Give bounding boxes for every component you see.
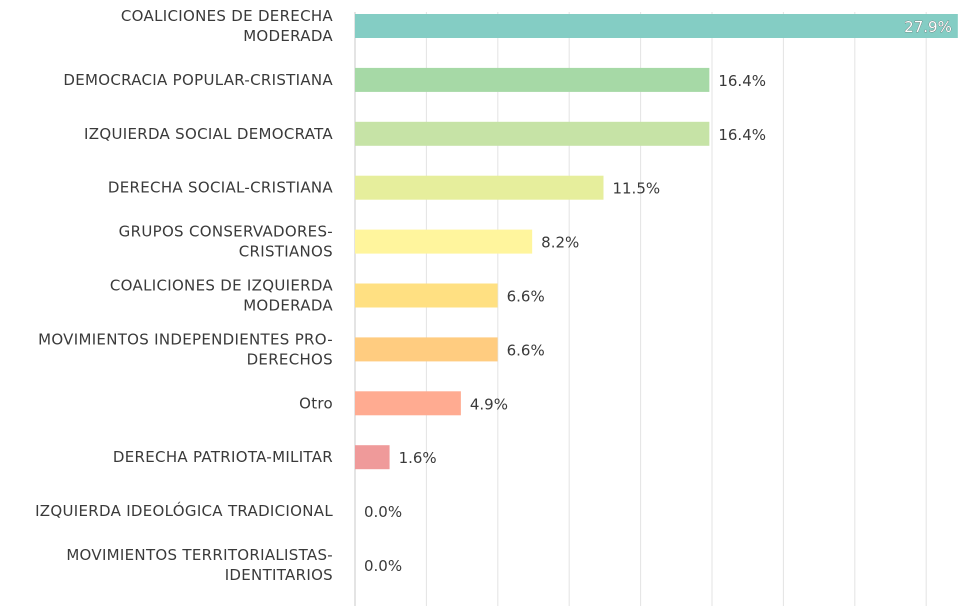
- bar: [355, 391, 461, 416]
- value-label: 6.6%: [507, 341, 545, 359]
- bar: [355, 14, 958, 38]
- category-label: MOVIMIENTOS INDEPENDIENTES PRO-DERECHOS: [38, 330, 333, 368]
- bar: [355, 175, 604, 200]
- value-label: 27.9%: [904, 18, 952, 36]
- value-label: 0.0%: [364, 503, 402, 521]
- bar: [355, 283, 498, 308]
- category-label: COALICIONES DE DERECHA MODERADA: [121, 7, 334, 45]
- category-label: IZQUIERDA IDEOLÓGICA TRADICIONAL: [35, 501, 333, 520]
- bar: [355, 337, 498, 362]
- value-label: 6.6%: [507, 288, 545, 306]
- value-label: 0.0%: [364, 557, 402, 575]
- value-label: 16.4%: [718, 72, 766, 90]
- value-label: 8.2%: [541, 234, 579, 252]
- category-label: COALICIONES DE IZQUIERDA MODERADA: [110, 277, 334, 315]
- bar: [355, 121, 710, 146]
- category-label: GRUPOS CONSERVADORES-CRISTIANOS: [119, 223, 333, 261]
- bar: [355, 67, 710, 92]
- value-label: 11.5%: [612, 180, 660, 198]
- value-label: 1.6%: [399, 449, 437, 467]
- value-label: 16.4%: [718, 126, 766, 144]
- bar: [355, 229, 533, 254]
- category-label: IZQUIERDA SOCIAL DEMOCRATA: [84, 125, 333, 143]
- category-label: Otro: [299, 394, 333, 412]
- category-label: DEMOCRACIA POPULAR-CRISTIANA: [63, 71, 333, 89]
- value-label: 4.9%: [470, 395, 508, 413]
- category-label: DERECHA SOCIAL-CRISTIANA: [108, 179, 334, 197]
- bar: [355, 445, 390, 470]
- category-label: MOVIMIENTOS TERRITORIALISTAS-IDENTITARIO…: [66, 546, 333, 584]
- category-label: DERECHA PATRIOTA-MILITAR: [113, 448, 333, 466]
